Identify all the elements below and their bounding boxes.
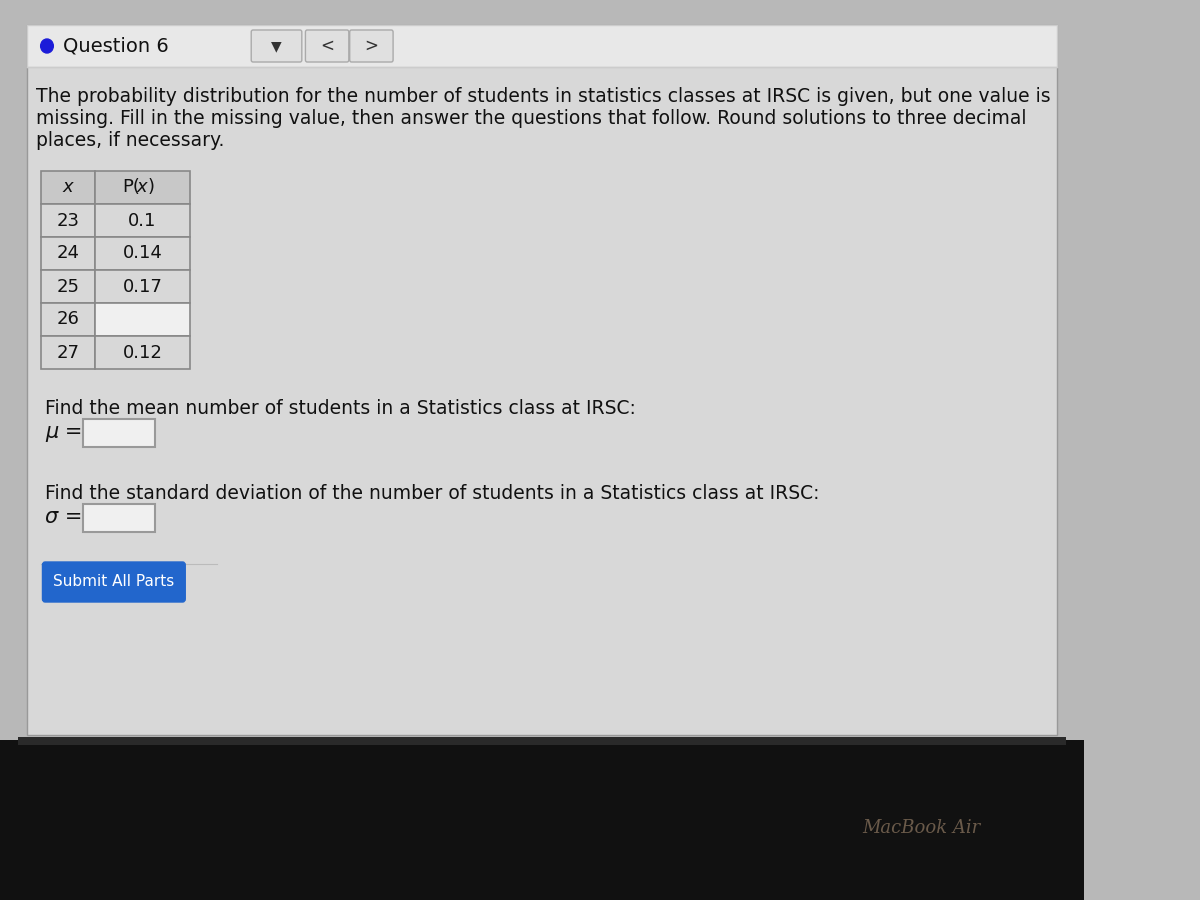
Text: ): ) — [148, 178, 155, 196]
Text: >: > — [365, 37, 378, 55]
FancyBboxPatch shape — [42, 562, 185, 602]
Text: <: < — [320, 37, 334, 55]
Bar — [41, 171, 95, 204]
Text: σ =: σ = — [46, 507, 83, 527]
Text: MacBook Air: MacBook Air — [863, 819, 980, 837]
Bar — [41, 303, 95, 336]
Text: 0.12: 0.12 — [122, 344, 162, 362]
Text: places, if necessary.: places, if necessary. — [36, 131, 224, 150]
Text: ▼: ▼ — [271, 39, 282, 53]
Bar — [83, 504, 156, 532]
Circle shape — [41, 39, 53, 53]
Bar — [18, 737, 1067, 745]
Text: 23: 23 — [56, 212, 79, 230]
Text: P(: P( — [122, 178, 140, 196]
Text: 0.14: 0.14 — [122, 245, 162, 263]
Text: Question 6: Question 6 — [64, 37, 169, 56]
Bar — [41, 204, 95, 237]
Bar — [41, 270, 95, 303]
Bar — [28, 25, 1057, 67]
Bar — [95, 270, 190, 303]
Bar — [95, 336, 190, 369]
Bar — [95, 237, 190, 270]
Text: 0.1: 0.1 — [128, 212, 156, 230]
Text: 24: 24 — [56, 245, 79, 263]
Bar — [41, 336, 95, 369]
Text: missing. Fill in the missing value, then answer the questions that follow. Round: missing. Fill in the missing value, then… — [36, 109, 1027, 128]
Bar — [41, 237, 95, 270]
FancyBboxPatch shape — [349, 30, 394, 62]
Text: Find the mean number of students in a Statistics class at IRSC:: Find the mean number of students in a St… — [46, 399, 636, 418]
Text: The probability distribution for the number of students in statistics classes at: The probability distribution for the num… — [36, 87, 1051, 106]
Text: 27: 27 — [56, 344, 79, 362]
Text: Submit All Parts: Submit All Parts — [53, 574, 174, 590]
Text: x: x — [62, 178, 73, 196]
FancyBboxPatch shape — [251, 30, 302, 62]
Text: μ =: μ = — [46, 422, 83, 442]
Text: 26: 26 — [56, 310, 79, 328]
Text: 0.17: 0.17 — [122, 277, 162, 295]
Bar — [28, 25, 1057, 735]
Bar — [95, 171, 190, 204]
FancyBboxPatch shape — [306, 30, 349, 62]
Text: x: x — [136, 178, 146, 196]
Bar — [0, 740, 1085, 900]
Text: 25: 25 — [56, 277, 79, 295]
Bar — [95, 204, 190, 237]
Bar — [83, 419, 156, 447]
Text: Find the standard deviation of the number of students in a Statistics class at I: Find the standard deviation of the numbe… — [46, 484, 820, 503]
Bar — [95, 303, 190, 336]
